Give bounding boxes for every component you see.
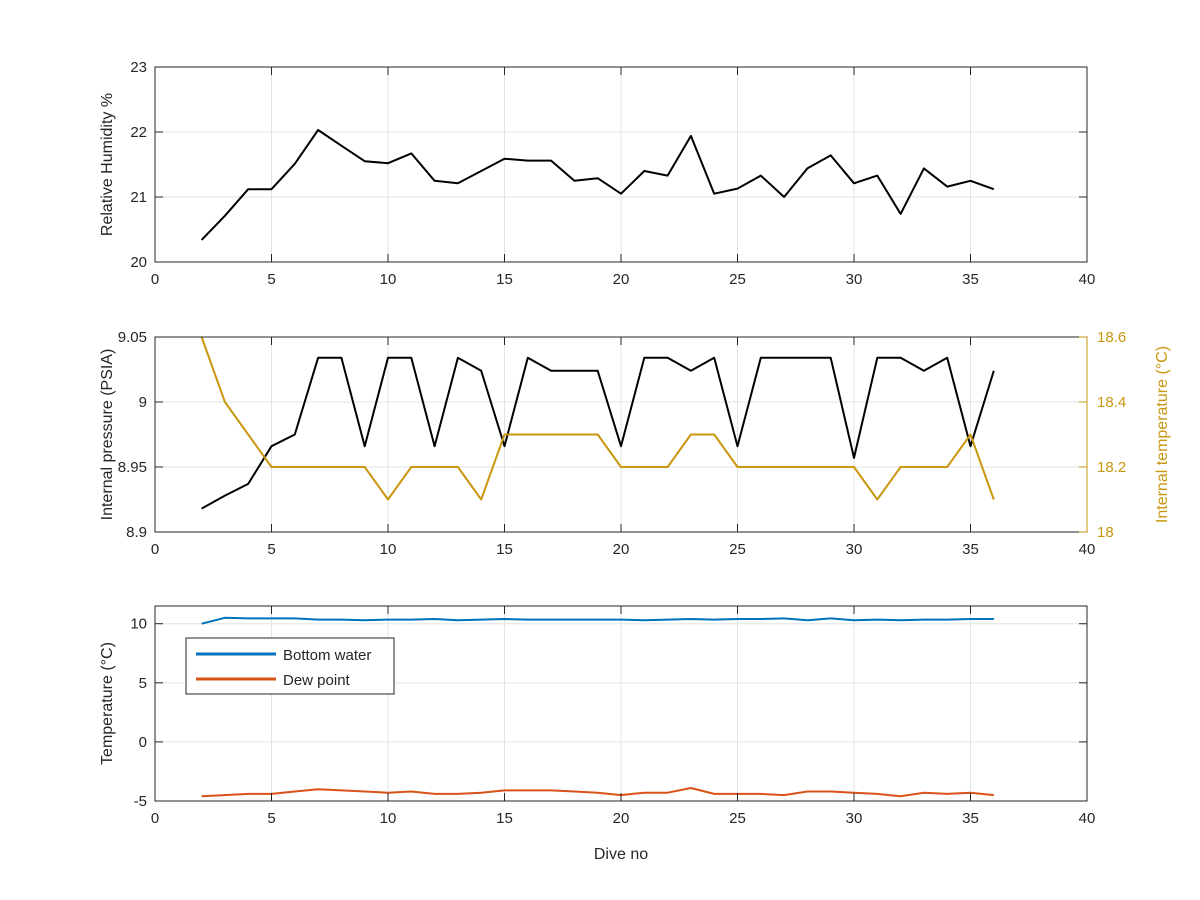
y-tick-label: 23 [130, 59, 147, 76]
x-tick-label: 40 [1079, 271, 1096, 288]
x-tick-label: 30 [846, 810, 863, 827]
y-tick-label: 22 [130, 124, 147, 141]
y-axis-label: Internal pressure (PSIA) [99, 349, 116, 521]
y-tick-label: 9.05 [118, 329, 147, 346]
x-tick-label: 10 [380, 541, 397, 558]
legend-label: Bottom water [283, 647, 371, 664]
x-tick-label: 0 [151, 541, 159, 558]
series-line-bottom-water [201, 616, 994, 625]
x-tick-label: 15 [496, 810, 513, 827]
x-tick-label: 40 [1079, 810, 1096, 827]
x-tick-label: 20 [613, 271, 630, 288]
right-y-tick-label: 18 [1097, 524, 1114, 541]
x-tick-label: 0 [151, 810, 159, 827]
x-axis-label: Dive no [594, 846, 648, 863]
y-tick-label: 8.95 [118, 459, 147, 476]
series-line-left-axis [200, 129, 995, 241]
x-tick-label: 25 [729, 810, 746, 827]
x-tick-label: 25 [729, 271, 746, 288]
x-tick-label: 0 [151, 271, 159, 288]
x-tick-label: 5 [267, 271, 275, 288]
x-tick-label: 35 [962, 810, 979, 827]
right-y-tick-label: 18.6 [1097, 329, 1126, 346]
x-tick-label: 20 [613, 541, 630, 558]
x-tick-label: 5 [267, 541, 275, 558]
y-tick-label: -5 [134, 793, 147, 810]
humidity-panel: 0 5 10 15 20 25 30 35 40 20 21 22 23 Relative Humidit… [99, 59, 1095, 288]
y-tick-label: 21 [130, 189, 147, 206]
right-y-tick-label: 18.2 [1097, 459, 1126, 476]
x-tick-label: 10 [380, 271, 397, 288]
x-tick-label: 30 [846, 541, 863, 558]
y-tick-label: 8.9 [126, 524, 147, 541]
series-line-left-axis [201, 356, 995, 510]
x-tick-label: 15 [496, 541, 513, 558]
y-tick-label: 9 [139, 394, 147, 411]
series-line-right-axis [200, 336, 995, 501]
series-line-dew-point [201, 787, 994, 798]
x-tick-label: 5 [267, 810, 275, 827]
x-tick-label: 20 [613, 810, 630, 827]
y-tick-label: 10 [130, 616, 147, 633]
x-tick-label: 35 [962, 271, 979, 288]
y-axis-label: Relative Humidity % [99, 93, 116, 236]
right-y-tick-label: 18.4 [1097, 394, 1126, 411]
right-y-axis-label: Internal temperature (°C) [1154, 346, 1171, 523]
x-tick-label: 35 [962, 541, 979, 558]
pressure-temperature-panel: 0 5 10 15 20 25 30 35 40 8.9 8.95 9 9.05 18 18.2 18.4 18… [99, 329, 1171, 558]
y-axis-label: Temperature (°C) [99, 642, 116, 765]
x-tick-label: 15 [496, 271, 513, 288]
x-tick-label: 10 [380, 810, 397, 827]
legend-box [185, 637, 395, 695]
y-tick-label: 5 [139, 675, 147, 692]
x-tick-label: 40 [1079, 541, 1096, 558]
x-tick-label: 30 [846, 271, 863, 288]
x-tick-label: 25 [729, 541, 746, 558]
legend: Bottom water Dew point [185, 637, 395, 695]
y-tick-label: 20 [130, 254, 147, 271]
y-tick-label: 0 [139, 734, 147, 751]
legend-label: Dew point [283, 672, 351, 689]
